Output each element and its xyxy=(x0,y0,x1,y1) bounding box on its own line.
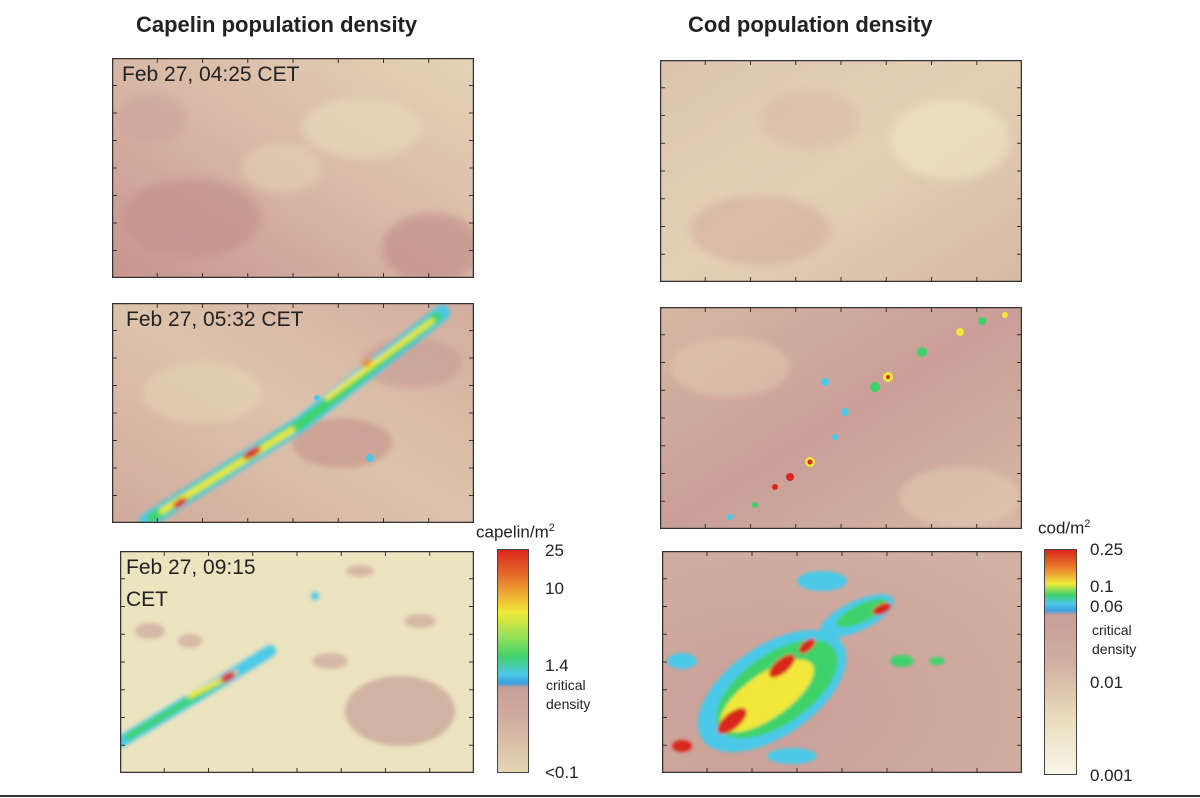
cod-map-2 xyxy=(660,307,1022,529)
capelin-colorbar-unit: capelin/m2 xyxy=(476,522,555,542)
capelin-colorbar-tick-min: <0.1 xyxy=(545,763,579,782)
capelin-panel-2-time: Feb 27, 05:32 CET xyxy=(126,308,304,331)
cod-map-1 xyxy=(660,60,1022,282)
bottom-divider xyxy=(0,795,1200,797)
capelin-panel-3-time-line2: CET xyxy=(126,588,168,611)
capelin-panel-3-time-line1: Feb 27, 09:15 xyxy=(126,556,256,579)
capelin-panel-1-time: Feb 27, 04:25 CET xyxy=(122,63,300,86)
cod-critical-label: critical density xyxy=(1092,622,1137,657)
capelin-colorbar-tick-25: 25 xyxy=(545,541,564,560)
cod-colorbar-tick-0-001: 0.001 xyxy=(1090,766,1133,785)
capelin-map-panel-1: Feb 27, 04:25 CET xyxy=(112,58,474,278)
capelin-column-title: Capelin population density xyxy=(136,12,418,37)
cod-map-panel-2 xyxy=(660,307,1022,529)
capelin-colorbar-tick-1-4: 1.4 xyxy=(545,656,569,675)
capelin-colorbar-tick-10: 10 xyxy=(545,579,564,598)
cod-map-panel-3 xyxy=(662,551,1022,773)
capelin-map-2 xyxy=(112,303,474,523)
cod-colorbar-tick-0-1: 0.1 xyxy=(1090,577,1114,596)
capelin-map-3 xyxy=(120,551,474,773)
cod-column-title: Cod population density xyxy=(688,12,933,37)
capelin-colorbar xyxy=(497,549,529,773)
cod-map-panel-1 xyxy=(660,60,1022,282)
cod-colorbar xyxy=(1044,549,1077,775)
capelin-map-panel-3: Feb 27, 09:15 CET xyxy=(120,551,474,773)
capelin-map-1 xyxy=(112,58,474,278)
cod-colorbar-tick-0-01: 0.01 xyxy=(1090,673,1124,692)
cod-colorbar-tick-0-25: 0.25 xyxy=(1090,540,1124,559)
capelin-critical-label: critical density xyxy=(546,677,591,712)
cod-map-3 xyxy=(662,551,1022,773)
capelin-map-panel-2: Feb 27, 05:32 CET xyxy=(112,303,474,523)
cod-colorbar-tick-0-06: 0.06 xyxy=(1090,597,1124,616)
cod-colorbar-unit: cod/m2 xyxy=(1038,518,1091,538)
